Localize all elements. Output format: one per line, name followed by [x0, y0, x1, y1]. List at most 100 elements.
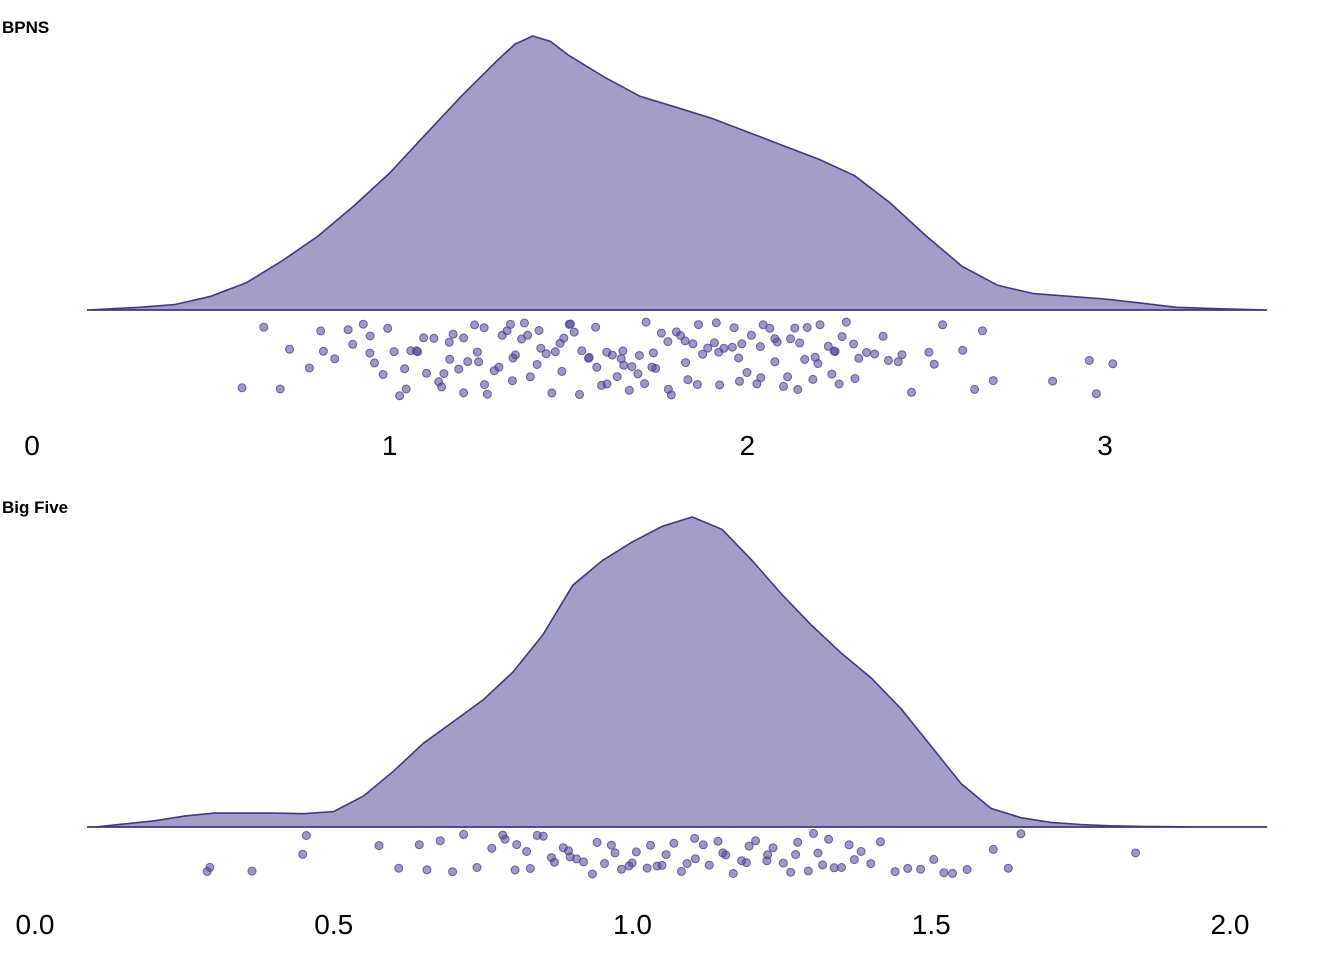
- data-point: [721, 850, 731, 860]
- data-point: [579, 857, 588, 867]
- data-point: [395, 391, 405, 401]
- data-point: [600, 859, 609, 868]
- data-point: [666, 390, 676, 400]
- data-point: [834, 379, 844, 389]
- x-tick-label: 3: [1097, 430, 1113, 461]
- data-point: [682, 859, 692, 868]
- data-point: [719, 343, 729, 353]
- data-point: [459, 333, 469, 343]
- data-point: [916, 864, 926, 874]
- data-point: [348, 339, 358, 349]
- data-point: [237, 383, 247, 393]
- data-point: [688, 339, 698, 349]
- data-point: [413, 347, 423, 357]
- data-point: [890, 867, 900, 877]
- data-point: [487, 843, 497, 853]
- data-point: [849, 855, 859, 865]
- x-tick-label: 2: [740, 430, 756, 461]
- data-point: [883, 355, 893, 365]
- chart-svg-big-five: 0.0 0.5 1.0 1.5 2.0: [16, 516, 1267, 940]
- data-point: [713, 836, 723, 846]
- chart-panel-big-five: Big Five 0.0 0.5 1.0 1.5 2.0: [0, 480, 1344, 960]
- data-point: [755, 342, 765, 352]
- data-point: [1108, 359, 1118, 369]
- data-point: [878, 331, 888, 341]
- data-point: [259, 322, 269, 332]
- data-point: [711, 318, 721, 328]
- data-point: [549, 857, 559, 867]
- data-point: [938, 320, 948, 330]
- data-point: [1091, 389, 1101, 399]
- chart-panel-bpns: BPNS 0 1 2 3: [2, 18, 1268, 461]
- data-point: [676, 866, 686, 876]
- data-point: [439, 369, 449, 379]
- x-tick-label: 1.0: [613, 909, 652, 940]
- data-point: [577, 346, 587, 356]
- data-point: [510, 350, 520, 360]
- data-point: [988, 376, 998, 386]
- data-point: [422, 865, 432, 875]
- data-point: [510, 865, 520, 875]
- data-point: [330, 354, 340, 364]
- data-point: [742, 368, 752, 377]
- data-point: [401, 384, 411, 394]
- data-point: [778, 858, 788, 868]
- data-point: [247, 866, 257, 876]
- data-point: [318, 346, 328, 356]
- data-point: [786, 334, 795, 344]
- data-point: [627, 858, 637, 868]
- data-point: [506, 319, 515, 329]
- data-point: [519, 318, 529, 328]
- data-point: [790, 323, 800, 333]
- data-point: [642, 863, 652, 873]
- data-point: [641, 317, 651, 327]
- data-point: [444, 337, 454, 347]
- data-point: [939, 868, 949, 878]
- x-tick-label: 0: [24, 430, 40, 461]
- data-point: [394, 863, 404, 873]
- data-point: [763, 850, 773, 860]
- data-point: [657, 860, 667, 870]
- data-point: [704, 860, 714, 870]
- data-point: [459, 388, 469, 398]
- data-point: [962, 865, 972, 874]
- data-point: [512, 840, 522, 850]
- x-tick-label: 0.5: [314, 909, 353, 940]
- data-point: [870, 349, 880, 359]
- data-point: [958, 345, 968, 355]
- data-point: [569, 327, 579, 337]
- data-point: [584, 352, 594, 362]
- data-point: [779, 381, 788, 391]
- data-point: [854, 353, 864, 363]
- data-point: [824, 834, 834, 844]
- data-point: [612, 372, 622, 382]
- data-point: [809, 828, 818, 838]
- data-point: [729, 323, 739, 333]
- data-point: [829, 863, 839, 873]
- data-point: [661, 850, 671, 860]
- data-point: [783, 372, 793, 382]
- data-point: [808, 374, 818, 384]
- data-point: [692, 380, 702, 389]
- data-point: [744, 841, 754, 851]
- data-point: [610, 848, 620, 858]
- data-point: [698, 349, 708, 359]
- data-point: [850, 374, 860, 384]
- data-point: [575, 390, 584, 399]
- data-point: [844, 840, 854, 850]
- data-point: [482, 389, 492, 399]
- data-point: [791, 850, 801, 859]
- data-point: [795, 338, 805, 348]
- data-point: [698, 840, 708, 850]
- data-point: [1003, 863, 1013, 873]
- data-point: [591, 322, 601, 332]
- data-point: [523, 330, 533, 340]
- chart-svg-bpns: 0 1 2 3: [24, 35, 1268, 461]
- density-area: [87, 516, 1267, 828]
- data-point: [646, 840, 655, 850]
- data-point: [734, 353, 744, 363]
- x-tick-label: 2.0: [1211, 909, 1250, 940]
- data-point: [358, 319, 368, 329]
- data-point: [275, 384, 285, 394]
- data-point: [389, 347, 399, 357]
